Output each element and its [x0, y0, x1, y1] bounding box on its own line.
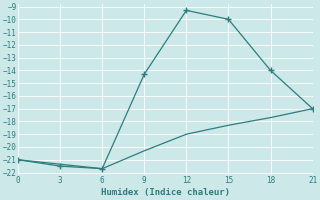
X-axis label: Humidex (Indice chaleur): Humidex (Indice chaleur) — [101, 188, 230, 197]
